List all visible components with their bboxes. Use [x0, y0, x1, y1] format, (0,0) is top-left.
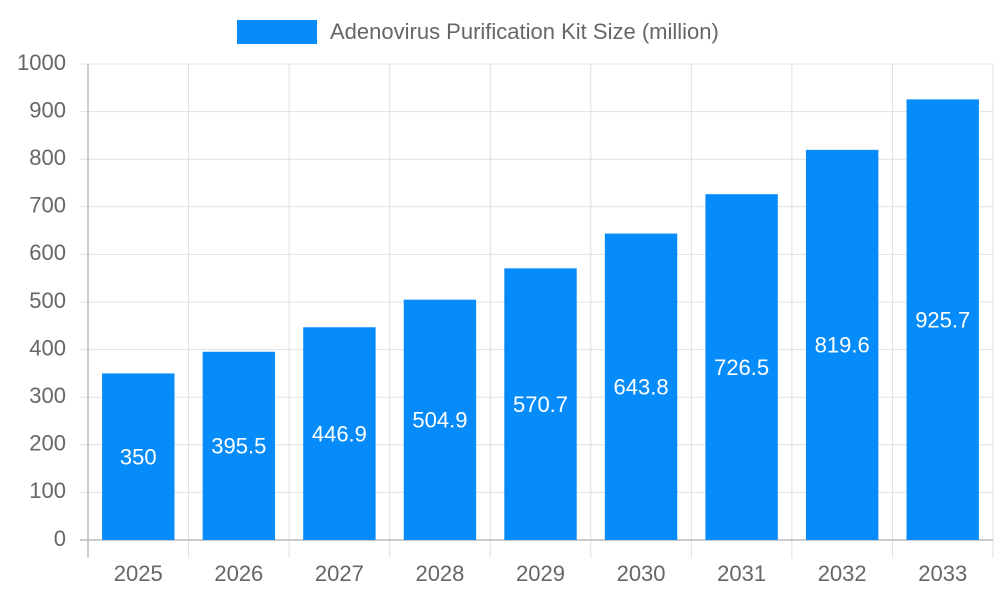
data-label: 395.5: [211, 434, 266, 459]
x-tick-label: 2033: [918, 561, 967, 586]
y-tick-label: 0: [54, 526, 66, 551]
legend-label: Adenovirus Purification Kit Size (millio…: [330, 19, 719, 44]
bar: [102, 373, 175, 540]
y-tick-label: 800: [29, 145, 66, 170]
x-tick-label: 2031: [717, 561, 766, 586]
data-label: 726.5: [714, 355, 769, 380]
y-tick-label: 300: [29, 383, 66, 408]
bar: [202, 351, 276, 540]
bar: [805, 149, 879, 540]
y-tick-label: 400: [29, 335, 66, 360]
y-tick-label: 1000: [17, 50, 66, 75]
y-tick-label: 500: [29, 288, 66, 313]
data-label: 446.9: [312, 421, 367, 446]
x-tick-label: 2027: [315, 561, 364, 586]
bar: [906, 99, 979, 541]
y-tick-label: 700: [29, 193, 66, 218]
y-tick-label: 100: [29, 478, 66, 503]
bar: [403, 299, 477, 540]
x-tick-label: 2025: [114, 561, 163, 586]
x-tick-label: 2028: [415, 561, 464, 586]
y-tick-label: 900: [29, 97, 66, 122]
x-tick-label: 2030: [617, 561, 666, 586]
x-tick-label: 2032: [818, 561, 867, 586]
bar: [705, 194, 778, 540]
legend-swatch: [237, 20, 317, 44]
x-tick-label: 2026: [214, 561, 263, 586]
data-label: 350: [120, 445, 157, 470]
x-tick-label: 2029: [516, 561, 565, 586]
bar: [604, 233, 678, 540]
y-tick-label: 200: [29, 431, 66, 456]
data-label: 570.7: [513, 392, 568, 417]
y-tick-label: 600: [29, 240, 66, 265]
data-label: 643.8: [614, 375, 669, 400]
data-label: 925.7: [915, 307, 970, 332]
data-label: 819.6: [815, 333, 870, 358]
bar: [303, 327, 376, 540]
bar: [504, 268, 577, 540]
data-label: 504.9: [412, 408, 467, 433]
